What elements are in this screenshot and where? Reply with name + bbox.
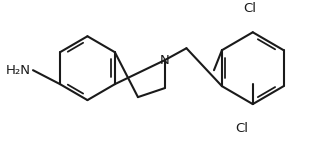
Text: Cl: Cl (235, 122, 248, 135)
Text: Cl: Cl (243, 2, 256, 15)
Text: H₂N: H₂N (6, 64, 31, 77)
Text: N: N (160, 54, 169, 67)
